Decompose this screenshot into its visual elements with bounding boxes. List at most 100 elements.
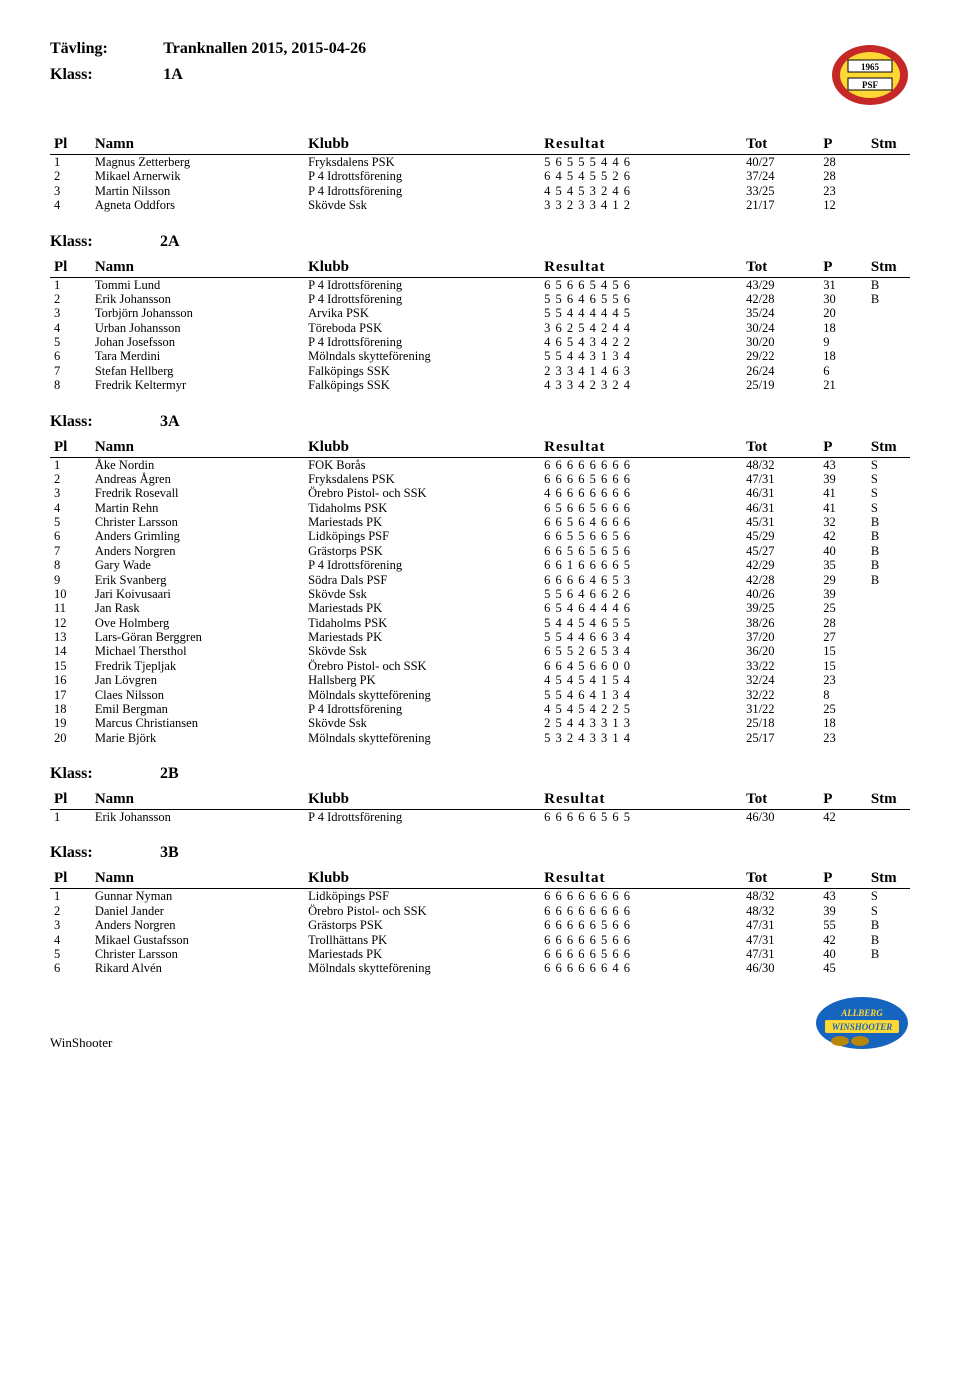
cell-namn: Daniel Jander: [91, 904, 304, 918]
cell-klubb: Lidköpings PSF: [304, 889, 540, 904]
table-row: 2Daniel JanderÖrebro Pistol- och SSK6 6 …: [50, 904, 910, 918]
cell-namn: Andreas Ågren: [91, 472, 304, 486]
class-header: Klass:3B: [50, 844, 910, 862]
cell-pl: 4: [50, 933, 91, 947]
column-header-klubb: Klubb: [304, 437, 540, 458]
results-table: PlNamnKlubbResultatTotPStm1Erik Johansso…: [50, 789, 910, 824]
cell-pl: 20: [50, 731, 91, 745]
table-row: 2Andreas ÅgrenFryksdalens PSK6 6 6 6 5 6…: [50, 472, 910, 486]
table-row: 13Lars-Göran BerggrenMariestads PK5 5 4 …: [50, 630, 910, 644]
cell-klubb: P 4 Idrottsförening: [304, 169, 540, 183]
svg-text:1965: 1965: [861, 62, 880, 72]
cell-pl: 9: [50, 573, 91, 587]
cell-p: 55: [819, 918, 867, 932]
cell-stm: [867, 306, 910, 320]
cell-klubb: Mariestads PK: [304, 630, 540, 644]
table-row: 2Erik JohanssonP 4 Idrottsförening5 5 6 …: [50, 292, 910, 306]
cell-pl: 10: [50, 587, 91, 601]
cell-pl: 6: [50, 529, 91, 543]
column-header-resultat: Resultat: [540, 134, 742, 155]
cell-resultat: 6 6 6 6 6 5 6 5: [540, 810, 742, 825]
table-row: 6Rikard AlvénMölndals skytteförening6 6 …: [50, 961, 910, 975]
cell-resultat: 5 5 4 6 4 1 3 4: [540, 688, 742, 702]
cell-namn: Michael Thersthol: [91, 644, 304, 658]
cell-namn: Jari Koivusaari: [91, 587, 304, 601]
table-row: 4Urban JohanssonTöreboda PSK3 6 2 5 4 2 …: [50, 321, 910, 335]
cell-stm: [867, 688, 910, 702]
cell-resultat: 5 5 4 4 3 1 3 4: [540, 349, 742, 363]
cell-resultat: 6 6 6 6 6 6 4 6: [540, 961, 742, 975]
cell-stm: S: [867, 904, 910, 918]
cell-p: 9: [819, 335, 867, 349]
cell-namn: Erik Johansson: [91, 810, 304, 825]
cell-tot: 26/24: [742, 364, 819, 378]
table-row: 7Anders NorgrenGrästorps PSK6 6 5 6 5 6 …: [50, 544, 910, 558]
cell-p: 27: [819, 630, 867, 644]
cell-stm: B: [867, 947, 910, 961]
cell-pl: 6: [50, 961, 91, 975]
cell-stm: [867, 731, 910, 745]
column-header-stm: Stm: [867, 437, 910, 458]
cell-klubb: P 4 Idrottsförening: [304, 702, 540, 716]
table-row: 14Michael TherstholSkövde Ssk6 5 5 2 6 5…: [50, 644, 910, 658]
column-header-p: P: [819, 257, 867, 278]
table-row: 5Christer LarssonMariestads PK6 6 6 6 6 …: [50, 947, 910, 961]
cell-resultat: 4 5 4 5 3 2 4 6: [540, 184, 742, 198]
column-header-p: P: [819, 134, 867, 155]
cell-p: 18: [819, 321, 867, 335]
cell-resultat: 2 5 4 4 3 3 1 3: [540, 716, 742, 730]
cell-klubb: P 4 Idrottsförening: [304, 184, 540, 198]
tavling-value: Tranknallen 2015, 2015-04-26: [163, 40, 366, 57]
class-label: Klass:: [50, 844, 160, 862]
cell-resultat: 4 6 5 4 3 4 2 2: [540, 335, 742, 349]
cell-klubb: Arvika PSK: [304, 306, 540, 320]
cell-tot: 46/30: [742, 810, 819, 825]
cell-stm: [867, 644, 910, 658]
class-block: Klass:2APlNamnKlubbResultatTotPStm1Tommi…: [50, 233, 910, 393]
cell-p: 41: [819, 501, 867, 515]
cell-resultat: 4 6 6 6 6 6 6 6: [540, 486, 742, 500]
cell-klubb: Grästorps PSK: [304, 918, 540, 932]
cell-klubb: Mölndals skytteförening: [304, 688, 540, 702]
column-header-p: P: [819, 868, 867, 889]
cell-stm: B: [867, 558, 910, 572]
cell-namn: Torbjörn Johansson: [91, 306, 304, 320]
cell-stm: [867, 587, 910, 601]
cell-namn: Erik Johansson: [91, 292, 304, 306]
svg-text:ALLBERG: ALLBERG: [840, 1008, 883, 1018]
column-header-resultat: Resultat: [540, 437, 742, 458]
cell-pl: 5: [50, 947, 91, 961]
class-block: Klass:3BPlNamnKlubbResultatTotPStm1Gunna…: [50, 844, 910, 975]
cell-namn: Fredrik Tjepljak: [91, 659, 304, 673]
winshooter-logo-icon: ALLBERG WINSHOOTER: [815, 996, 910, 1051]
svg-text:PSF: PSF: [862, 80, 879, 90]
table-row: 5Christer LarssonMariestads PK6 6 5 6 4 …: [50, 515, 910, 529]
cell-klubb: Mariestads PK: [304, 515, 540, 529]
column-header-stm: Stm: [867, 868, 910, 889]
cell-stm: [867, 335, 910, 349]
cell-resultat: 5 5 4 4 6 6 3 4: [540, 630, 742, 644]
cell-p: 43: [819, 889, 867, 904]
cell-stm: [867, 321, 910, 335]
cell-namn: Gary Wade: [91, 558, 304, 572]
cell-p: 42: [819, 933, 867, 947]
cell-namn: Marcus Christiansen: [91, 716, 304, 730]
cell-namn: Ove Holmberg: [91, 616, 304, 630]
cell-stm: B: [867, 918, 910, 932]
cell-tot: 42/28: [742, 573, 819, 587]
cell-resultat: 5 3 2 4 3 3 1 4: [540, 731, 742, 745]
cell-stm: S: [867, 501, 910, 515]
club-logo: 1965 PSF: [830, 40, 910, 114]
class-value: 2B: [160, 765, 179, 782]
cell-tot: 48/32: [742, 889, 819, 904]
cell-p: 39: [819, 587, 867, 601]
cell-stm: B: [867, 933, 910, 947]
cell-klubb: Örebro Pistol- och SSK: [304, 486, 540, 500]
cell-tot: 46/31: [742, 501, 819, 515]
table-row: 20Marie BjörkMölndals skytteförening5 3 …: [50, 731, 910, 745]
cell-namn: Anders Norgren: [91, 544, 304, 558]
cell-pl: 5: [50, 335, 91, 349]
cell-klubb: Örebro Pistol- och SSK: [304, 904, 540, 918]
cell-p: 21: [819, 378, 867, 392]
cell-namn: Mikael Gustafsson: [91, 933, 304, 947]
